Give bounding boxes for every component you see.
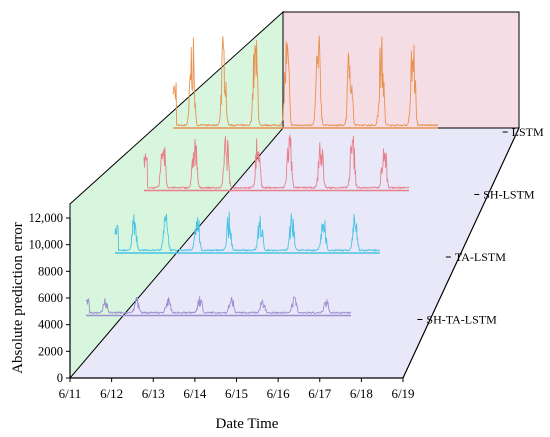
y-axis-label: Absolute prediction error [10,222,26,374]
x-tick-label: 6/11 [59,386,82,401]
y-tick-label: 10,000 [29,238,63,252]
x-tick-label: 6/19 [391,386,414,401]
x-tick-label: 6/13 [142,386,165,401]
series-label: SH-LSTM [483,188,535,202]
x-tick-label: 6/18 [350,386,373,401]
series-label: LSTM [512,125,544,139]
series-line-lstm [172,35,439,127]
x-tick-label: 6/15 [225,386,248,401]
x-tick-label: 6/14 [183,386,207,401]
series-group [85,35,439,317]
y-tick-label: 6000 [38,291,63,305]
series-label: SH-TA-LSTM [426,313,497,327]
y-ticks: 0 2000 4000 6000 8000 10,000 12,000 [29,211,70,385]
x-axis-label: Date Time [216,416,279,432]
series-label: TA-LSTM [455,250,506,264]
y-tick-label: 8000 [38,264,63,278]
y-tick-label: 12,000 [29,211,63,225]
y-tick-label: 4000 [38,318,63,332]
y-tick-label: 2000 [38,344,63,358]
x-tick-label: 6/12 [100,386,123,401]
back-wall [282,11,520,129]
x-tick-label: 6/16 [267,386,291,401]
x-ticks: 6/11 6/12 6/13 6/14 6/15 6/16 6/17 6/18 6/19 [59,378,415,401]
series-line-sh-lstm [143,134,410,189]
series-line-sh-ta-lstm [85,296,352,314]
y-tick-label: 0 [57,371,63,385]
x-tick-label: 6/17 [308,386,332,401]
depth-axis [402,127,520,379]
depth-ticks: LSTM SH-LSTM TA-LSTM SH-TA-LSTM [417,125,544,327]
series-line-ta-lstm [114,211,381,252]
